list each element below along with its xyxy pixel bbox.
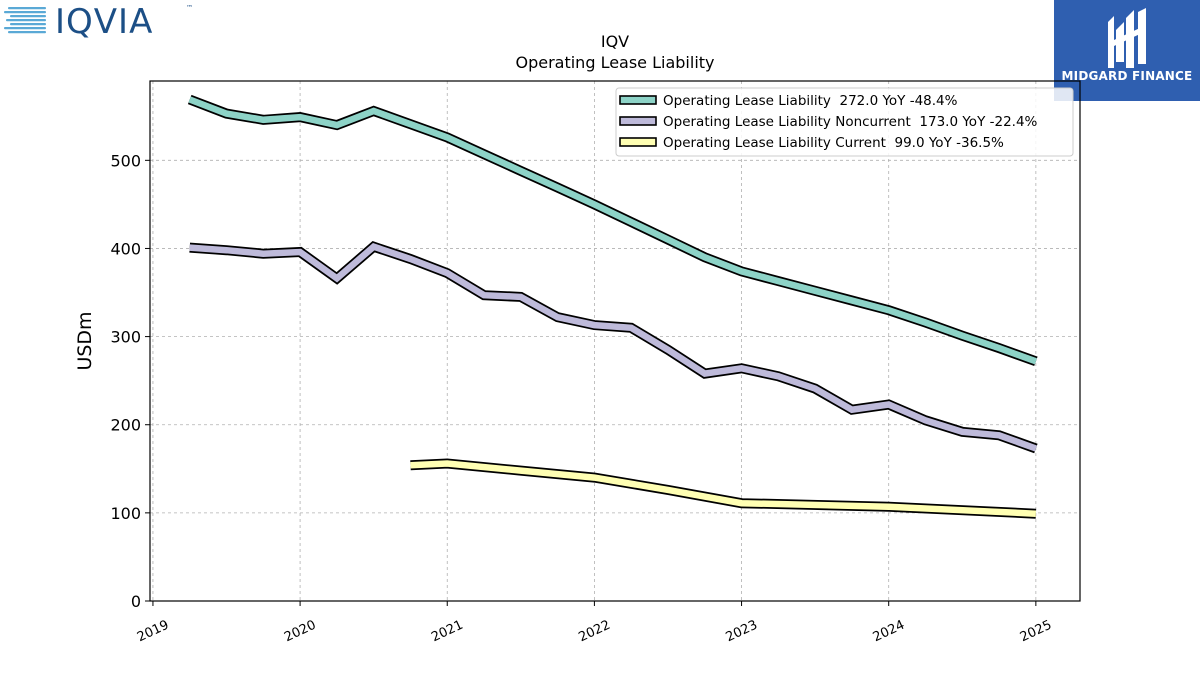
series-line-2 <box>189 243 1037 452</box>
x-tick-label: 2019 <box>135 618 171 646</box>
midgard-finance-label: MIDGARD FINANCE <box>1061 69 1193 83</box>
legend-label-2: Operating Lease Liability Noncurrent 173… <box>663 114 1038 130</box>
axis-ticks: 0 100 200 300 400 500 2019 2020 2021 2022 2023 2024… <box>110 151 1054 645</box>
midgard-monogram-icon <box>1108 8 1146 68</box>
grid-lines <box>150 81 1080 602</box>
x-tick-label: 2021 <box>429 618 465 646</box>
legend: Operating Lease Liability 272.0 YoY -48.… <box>615 87 1074 157</box>
y-tick-label: 300 <box>110 328 141 347</box>
y-tick-label: 200 <box>110 416 141 435</box>
x-tick-label: 2025 <box>1018 618 1054 646</box>
iqvia-logo-text: IQVIA <box>55 2 153 42</box>
y-axis-label: USDm <box>74 311 96 370</box>
series-line-3 <box>410 460 1037 517</box>
x-tick-label: 2020 <box>282 618 318 646</box>
iqvia-trademark: ™ <box>186 4 193 12</box>
x-tick-label: 2023 <box>724 618 760 646</box>
midgard-finance-logo: MIDGARD FINANCE <box>1054 0 1200 101</box>
series-line-1 <box>188 96 1037 365</box>
x-tick-label: 2024 <box>871 618 907 646</box>
series-layer <box>187 94 1038 519</box>
chart-title: IQV <box>601 32 629 51</box>
legend-box <box>615 87 1074 157</box>
legend-label-1: Operating Lease Liability 272.0 YoY -48.… <box>663 93 958 109</box>
legend-label-3: Operating Lease Liability Current 99.0 Y… <box>663 135 1004 151</box>
plot-frame <box>149 80 1081 602</box>
y-tick-label: 100 <box>110 504 141 523</box>
x-tick-label: 2022 <box>576 618 612 646</box>
series-outline-2 <box>189 241 1038 454</box>
chart-subtitle: Operating Lease Liability <box>515 53 714 72</box>
iqvia-logo: IQVIA ™ <box>0 0 210 44</box>
legend-swatch-3 <box>619 137 657 147</box>
y-tick-label: 0 <box>131 592 141 611</box>
y-tick-label: 400 <box>110 239 141 258</box>
iqvia-stripes-icon: IQVIA ™ <box>4 2 193 42</box>
legend-swatch-1 <box>619 95 657 105</box>
legend-swatch-2 <box>619 116 657 126</box>
y-tick-label: 500 <box>110 151 141 170</box>
